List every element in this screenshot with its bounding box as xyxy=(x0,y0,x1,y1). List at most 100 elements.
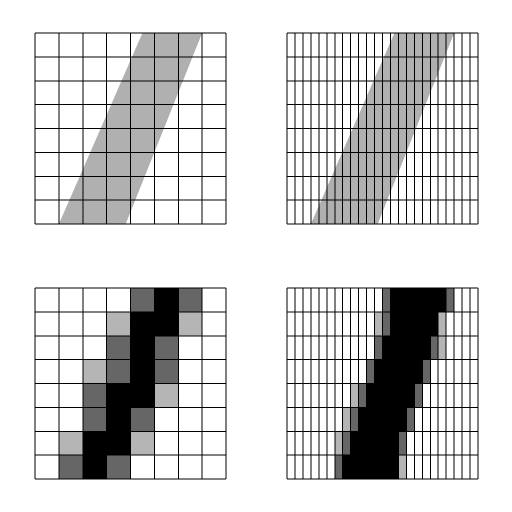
pixel-cell xyxy=(414,311,423,336)
pixel-grid xyxy=(286,32,479,225)
pixel-cell xyxy=(130,335,155,360)
pixel-cell xyxy=(178,288,203,312)
pixel-cell xyxy=(82,407,107,432)
pixel-cell xyxy=(406,359,415,384)
pixel-cell xyxy=(398,455,407,480)
continuous-stroke-coarse-grid-panel xyxy=(34,32,227,225)
pixel-cell xyxy=(414,335,423,360)
pixel-cell xyxy=(350,455,359,480)
pixel-cell xyxy=(422,335,431,360)
pixel-cell xyxy=(406,288,415,312)
pixel-cell xyxy=(374,383,383,408)
pixel-cell xyxy=(390,311,399,336)
pixel-cell xyxy=(382,311,391,336)
pixel-cell xyxy=(106,383,131,408)
pixel-cell xyxy=(342,407,351,432)
pixel-cell xyxy=(366,383,375,408)
pixel-cell xyxy=(382,383,391,408)
pixel-cell xyxy=(154,383,179,408)
pixel-cell xyxy=(358,455,367,480)
pixel-cell xyxy=(342,431,351,456)
pixel-cell xyxy=(358,407,367,432)
pixel-cell xyxy=(82,431,107,456)
pixel-cell xyxy=(366,431,375,456)
pixel-cell xyxy=(154,311,179,336)
pixel-cell xyxy=(390,335,399,360)
pixel-cell xyxy=(446,288,455,312)
pixel-cell xyxy=(430,288,439,312)
pixel-cell xyxy=(406,311,415,336)
pixel-cell xyxy=(398,335,407,360)
pixel-cell xyxy=(406,335,415,360)
pixel-cell xyxy=(382,455,391,480)
pixel-cell xyxy=(58,431,83,456)
pixel-cell xyxy=(390,407,399,432)
pixel-cell xyxy=(374,455,383,480)
pixel-cell xyxy=(398,288,407,312)
pixel-cell xyxy=(398,311,407,336)
pixel-cell xyxy=(390,288,399,312)
pixel-cell xyxy=(406,407,415,432)
pixel-cell xyxy=(130,288,155,312)
pixel-cell xyxy=(366,359,375,384)
pixel-cell xyxy=(422,288,431,312)
pixel-cell xyxy=(422,359,431,384)
pixel-cell xyxy=(374,335,383,360)
pixel-cell xyxy=(382,288,391,312)
pixel-cell xyxy=(382,431,391,456)
pixel-cell xyxy=(406,383,415,408)
pixel-cell xyxy=(438,311,447,336)
rasterized-fine-grid-panel xyxy=(286,287,479,480)
pixel-cell xyxy=(106,335,131,360)
pixel-cell xyxy=(390,455,399,480)
pixel-cell xyxy=(430,311,439,336)
pixel-cell xyxy=(438,288,447,312)
pixel-cell xyxy=(342,455,351,480)
pixel-cell xyxy=(438,335,447,360)
pixel-cell xyxy=(178,311,203,336)
pixel-cell xyxy=(130,359,155,384)
pixel-cell xyxy=(398,359,407,384)
pixel-cell xyxy=(398,407,407,432)
pixel-cell xyxy=(414,288,423,312)
pixel-grid xyxy=(34,32,227,225)
pixel-cell xyxy=(398,431,407,456)
pixel-cell xyxy=(154,288,179,312)
pixel-cell xyxy=(130,311,155,336)
pixel-cell xyxy=(414,383,423,408)
pixel-cell xyxy=(390,359,399,384)
pixel-cell xyxy=(82,359,107,384)
pixel-cell xyxy=(82,455,107,480)
pixel-cell xyxy=(106,431,131,456)
rasterized-coarse-grid-panel xyxy=(34,287,227,480)
pixel-cell xyxy=(390,383,399,408)
pixel-cell xyxy=(366,407,375,432)
pixel-cell xyxy=(106,455,131,480)
pixel-cell xyxy=(106,407,131,432)
pixel-cell xyxy=(130,431,155,456)
pixel-cell xyxy=(374,359,383,384)
pixel-cell xyxy=(422,311,431,336)
pixel-cell xyxy=(414,359,423,384)
pixel-cell xyxy=(334,431,343,456)
pixel-cell xyxy=(350,407,359,432)
pixel-cell xyxy=(106,311,131,336)
pixel-cell xyxy=(382,407,391,432)
pixel-grid xyxy=(286,287,479,480)
pixel-cell xyxy=(350,431,359,456)
continuous-stroke-fine-grid-panel xyxy=(286,32,479,225)
pixel-cell xyxy=(350,383,359,408)
pixel-cell xyxy=(106,359,131,384)
pixel-cell xyxy=(382,359,391,384)
pixel-cell xyxy=(374,311,383,336)
pixel-grid xyxy=(34,287,227,480)
pixel-cell xyxy=(154,335,179,360)
pixel-cell xyxy=(382,335,391,360)
pixel-cell xyxy=(154,359,179,384)
pixel-cell xyxy=(374,407,383,432)
pixel-cell xyxy=(430,335,439,360)
pixel-cell xyxy=(334,455,343,480)
pixel-cell xyxy=(358,383,367,408)
pixel-cell xyxy=(58,455,83,480)
